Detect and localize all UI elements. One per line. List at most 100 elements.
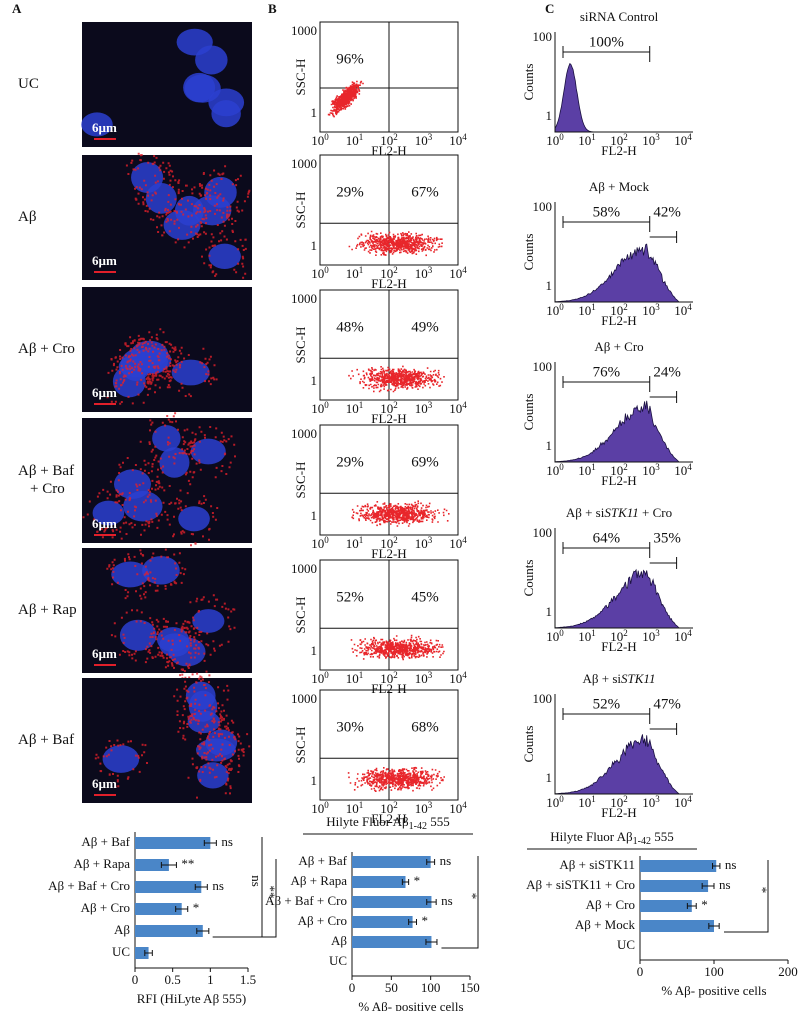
x-tick-label: 100	[704, 964, 724, 979]
micrograph	[82, 670, 252, 803]
error-bar	[708, 923, 720, 929]
nucleus	[111, 561, 150, 588]
tick-exponent: 2	[623, 794, 628, 804]
x-tick-label: 104	[449, 132, 467, 148]
gate	[649, 231, 678, 243]
quadrant-percent: 52%	[336, 589, 364, 605]
quadrant-percent: 96%	[336, 51, 364, 67]
tick-exponent: 1	[359, 132, 364, 142]
condition-label: + Cro	[30, 481, 65, 497]
error-bar	[196, 928, 210, 934]
x-tick-label: 101	[346, 265, 364, 281]
x-tick-label: 104	[674, 628, 692, 644]
tick-base: 10	[311, 801, 324, 816]
scale-bar-label: 6µm	[92, 646, 117, 661]
tick-exponent: 1	[359, 265, 364, 275]
tick-base: 10	[449, 801, 462, 816]
quadrant-percent: 69%	[411, 454, 439, 470]
category-label: Aβ + Cro	[298, 913, 347, 928]
x-tick-label: 101	[578, 132, 596, 148]
y-tick-label: 100	[533, 525, 553, 540]
tick-base: 10	[380, 401, 393, 416]
tick-exponent: 0	[324, 265, 329, 275]
error-bar	[712, 863, 721, 869]
x-tick-label: 101	[346, 535, 364, 551]
scatter-plot	[319, 289, 459, 401]
gate-percent: 52%	[593, 696, 621, 712]
histogram-area	[554, 243, 683, 303]
tick-exponent: 1	[359, 535, 364, 545]
x-axis-label: FL2-H	[601, 313, 636, 328]
bar	[352, 876, 406, 888]
tick-base: 10	[642, 303, 655, 318]
significance: *	[193, 900, 200, 915]
x-tick-label: 103	[642, 302, 660, 318]
tick-exponent: 4	[462, 670, 467, 680]
y-axis-label: Counts	[521, 64, 536, 101]
y-tick-label: 1	[546, 604, 553, 619]
tick-base: 10	[578, 463, 591, 478]
panel-label: C	[545, 1, 554, 16]
tick-base: 10	[642, 795, 655, 810]
error-bar	[175, 906, 189, 912]
tick-base: 10	[311, 671, 324, 686]
cell-events	[351, 500, 450, 527]
puncta	[82, 412, 236, 547]
bracket-label: *	[465, 893, 480, 900]
x-tick-label: 100	[546, 462, 564, 478]
axes	[554, 32, 693, 133]
x-tick-label: 104	[674, 462, 692, 478]
cell-events	[347, 766, 445, 792]
tick-exponent: 3	[428, 265, 433, 275]
x-tick-label: 103	[415, 670, 433, 686]
scale-bar-label: 6µm	[92, 516, 117, 531]
micrograph	[82, 152, 252, 280]
tick-exponent: 1	[591, 628, 596, 638]
puncta	[125, 152, 251, 279]
x-tick-label: 101	[346, 400, 364, 416]
y-tick-label: 1000	[291, 156, 317, 171]
x-tick-label: 102	[380, 800, 398, 816]
title-part: STK11	[621, 671, 655, 686]
scatter-plot	[319, 424, 459, 536]
nucleus	[152, 425, 181, 452]
tick-base: 10	[546, 463, 559, 478]
category-label: Aβ + Baf + Cro	[265, 893, 347, 908]
axes	[554, 202, 693, 303]
tick-base: 10	[346, 671, 359, 686]
tick-base: 10	[642, 629, 655, 644]
gate	[562, 542, 651, 558]
condition-label: Aβ	[18, 209, 36, 225]
tick-exponent: 1	[591, 794, 596, 804]
y-axis-label: SSC-H	[293, 727, 308, 764]
tick-base: 10	[578, 795, 591, 810]
category-label: UC	[112, 944, 130, 959]
tick-base: 10	[380, 671, 393, 686]
bar	[352, 936, 432, 948]
category-label: Aβ + Cro	[81, 900, 130, 915]
significance: ns	[221, 834, 233, 849]
title-part: siRNA Control	[580, 9, 659, 24]
tick-base: 10	[346, 266, 359, 281]
y-axis-label: Counts	[521, 560, 536, 597]
tick-exponent: 3	[655, 132, 660, 142]
tick-base: 10	[415, 401, 428, 416]
significance: *	[701, 897, 708, 912]
tick-exponent: 4	[462, 535, 467, 545]
tick-exponent: 0	[559, 132, 564, 142]
tick-exponent: 0	[324, 132, 329, 142]
error-bar	[686, 903, 697, 909]
nucleus	[102, 745, 140, 773]
tick-base: 10	[610, 463, 623, 478]
significance: ns	[441, 893, 453, 908]
x-tick-label: 100	[311, 265, 329, 281]
tick-exponent: 4	[462, 800, 467, 810]
panel-label: B	[268, 1, 277, 16]
x-axis-label: % Aβ- positive cells	[358, 999, 463, 1011]
tick-exponent: 1	[359, 800, 364, 810]
error-bar	[701, 883, 715, 889]
y-axis-label: Counts	[521, 394, 536, 431]
condition-label: UC	[18, 76, 39, 92]
x-tick-label: 1	[207, 972, 214, 987]
x-tick-label: 0	[637, 964, 644, 979]
